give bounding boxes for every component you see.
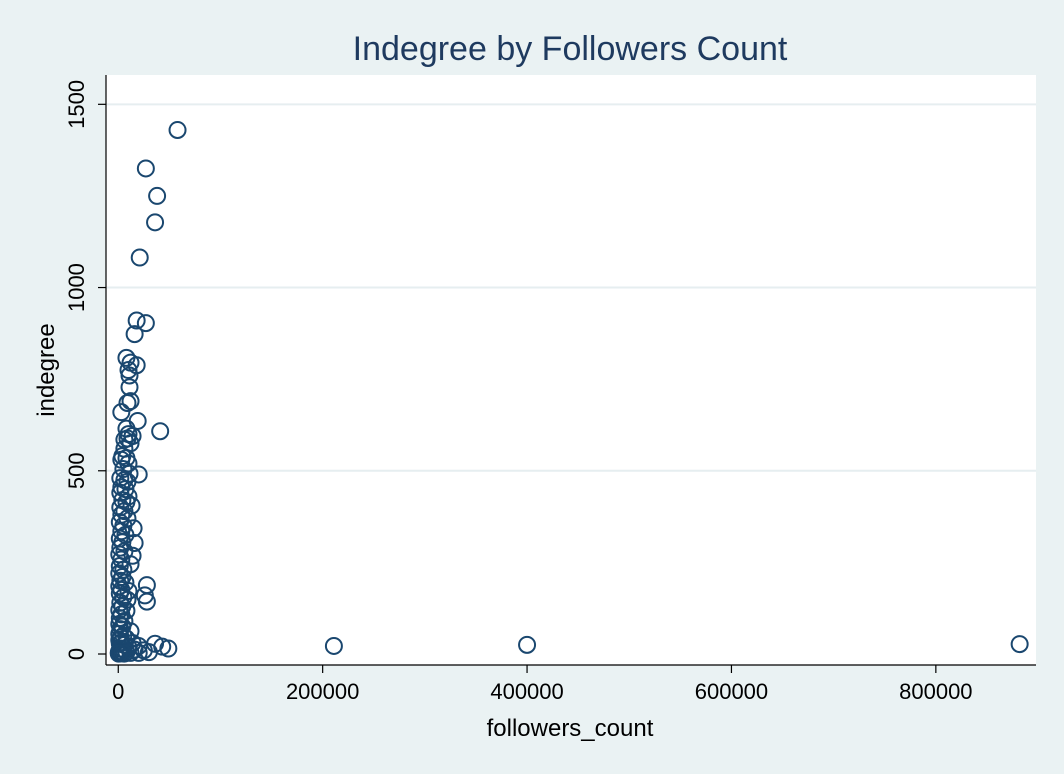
data-point — [115, 644, 134, 663]
data-point — [125, 325, 144, 344]
data-point — [139, 643, 158, 662]
data-points — [109, 120, 1029, 663]
y-tick-label: 0 — [64, 648, 89, 660]
x-axis-label: followers_count — [487, 715, 654, 742]
data-point — [120, 366, 139, 385]
x-tick-label: 800000 — [899, 679, 972, 704]
y-axis-label: indegree — [33, 323, 60, 416]
axes — [105, 75, 1036, 666]
data-point — [168, 120, 187, 139]
data-point — [112, 550, 131, 569]
x-tick-label: 0 — [112, 679, 124, 704]
data-point — [127, 311, 146, 330]
data-point — [123, 546, 142, 565]
data-point — [118, 393, 137, 412]
y-tick-label: 500 — [64, 452, 89, 489]
data-point — [111, 538, 130, 557]
data-point — [159, 639, 178, 658]
data-point — [148, 186, 167, 205]
grid-lines — [106, 103, 1036, 472]
data-point — [136, 314, 155, 333]
y-tick-label: 1000 — [64, 263, 89, 312]
x-tick-label: 600000 — [695, 679, 768, 704]
data-point — [110, 557, 129, 576]
data-point — [136, 159, 155, 178]
data-point — [324, 636, 343, 655]
y-tick-label: 1500 — [64, 80, 89, 129]
data-point — [137, 592, 156, 611]
data-point — [146, 213, 165, 232]
axis-ticks: 0 500 1000 1500 0 200000 400000 600000 800000 — [64, 80, 973, 704]
chart-title: Indegree by Followers Count — [353, 30, 788, 68]
data-point — [151, 422, 170, 441]
x-tick-label: 200000 — [286, 679, 359, 704]
data-point — [119, 454, 138, 473]
data-point — [114, 459, 133, 478]
data-point — [130, 248, 149, 267]
data-point — [1010, 635, 1029, 654]
data-point — [113, 597, 132, 616]
data-point — [121, 643, 140, 662]
data-point — [112, 403, 131, 422]
data-point — [111, 483, 130, 502]
x-tick-label: 400000 — [490, 679, 563, 704]
data-point — [518, 635, 537, 654]
data-point — [109, 644, 128, 663]
data-point — [114, 560, 133, 579]
data-point — [121, 392, 140, 411]
plot-area — [106, 75, 1036, 665]
